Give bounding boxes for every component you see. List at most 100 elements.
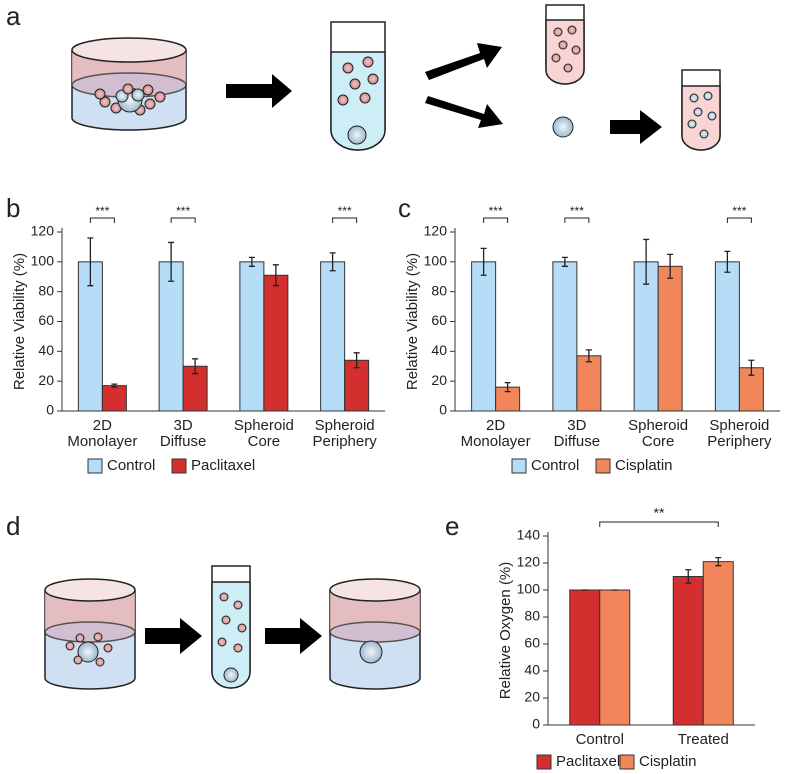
error-bar [667, 253, 674, 279]
significance-label: *** [176, 204, 190, 218]
x-tick-label: Monolayer [461, 433, 531, 450]
bar [672, 576, 704, 726]
significance-bracket [483, 217, 509, 223]
error-bar [248, 256, 255, 267]
y-tick-label: 60 [431, 312, 447, 328]
y-tick-label: 20 [431, 372, 447, 388]
y-tick-label: 0 [532, 716, 540, 732]
error-bar [685, 569, 692, 584]
y-tick-label: 60 [524, 635, 540, 651]
y-tick-label: 40 [38, 342, 54, 358]
bar [320, 261, 346, 412]
significance-label: *** [570, 204, 584, 218]
y-tick-label: 40 [524, 662, 540, 678]
bar [576, 355, 602, 412]
error-bar [329, 252, 336, 272]
error-bar [504, 382, 511, 393]
x-tick-label: Core [248, 433, 281, 450]
error-bar [192, 358, 199, 375]
error-bar [561, 256, 568, 267]
significance-label: *** [732, 204, 746, 218]
legend-label: Control [107, 457, 155, 474]
x-tick-label: Diffuse [554, 433, 600, 450]
bar [552, 261, 578, 412]
error-bar [643, 238, 650, 285]
bar [714, 261, 740, 412]
x-tick-label: Treated [678, 731, 729, 748]
x-tick-label: 2D [486, 417, 505, 434]
panel-label: a [6, 1, 21, 31]
significance-label: *** [95, 204, 109, 218]
x-tick-label: 3D [174, 417, 193, 434]
legend-label: Cisplatin [639, 753, 697, 770]
legend-swatch [171, 458, 187, 474]
y-tick-label: 120 [31, 223, 55, 239]
y-tick-label: 100 [31, 253, 55, 269]
significance-label: *** [489, 204, 503, 218]
y-tick-label: 0 [46, 402, 54, 418]
error-bar [168, 241, 175, 282]
x-tick-label: Control [576, 731, 624, 748]
bar [158, 261, 184, 412]
x-tick-label: Core [642, 433, 675, 450]
legend-swatch [511, 458, 527, 474]
panel-label: d [6, 511, 20, 541]
bar [239, 261, 265, 412]
significance-label: ** [654, 505, 665, 521]
diagram-d [44, 565, 421, 690]
significance-bracket [170, 217, 196, 223]
panel-label: e [445, 511, 459, 541]
legend-swatch [87, 458, 103, 474]
error-bar [748, 359, 755, 376]
x-tick-label: Monolayer [67, 433, 137, 450]
legend-label: Paclitaxel [191, 457, 255, 474]
legend-swatch [595, 458, 611, 474]
y-tick-label: 0 [439, 402, 447, 418]
error-bar [715, 556, 722, 567]
bar [569, 589, 601, 726]
bar [657, 265, 683, 412]
y-axis-label: Relative Viability (%) [11, 253, 28, 390]
x-tick-label: Spheroid [234, 417, 294, 434]
bar [702, 561, 734, 726]
y-tick-label: 80 [38, 282, 54, 298]
x-tick-label: Periphery [707, 433, 772, 450]
bar [599, 589, 631, 726]
bar [77, 261, 103, 412]
y-axis-label: Relative Oxygen (%) [497, 562, 514, 700]
y-tick-label: 120 [517, 554, 541, 570]
y-tick-label: 20 [38, 372, 54, 388]
x-tick-label: Spheroid [709, 417, 769, 434]
error-bar [724, 250, 731, 273]
y-tick-label: 80 [431, 282, 447, 298]
legend-label: Paclitaxel [556, 753, 620, 770]
x-tick-label: Spheroid [315, 417, 375, 434]
y-tick-label: 60 [38, 312, 54, 328]
x-tick-label: 2D [93, 417, 112, 434]
y-tick-label: 40 [431, 342, 447, 358]
bar [101, 385, 127, 412]
significance-label: *** [338, 204, 352, 218]
y-tick-label: 120 [424, 223, 448, 239]
significance-bracket [332, 217, 358, 223]
bar [263, 274, 289, 412]
error-bar [111, 383, 118, 388]
bar [344, 359, 370, 412]
error-bar [480, 247, 487, 276]
legend-swatch [619, 754, 635, 770]
panel-label: c [398, 193, 411, 223]
x-tick-label: Spheroid [628, 417, 688, 434]
legend-swatch [536, 754, 552, 770]
significance-bracket [89, 217, 115, 223]
y-tick-label: 80 [524, 608, 540, 624]
error-bar [585, 349, 592, 363]
y-axis-label: Relative Viability (%) [404, 253, 421, 390]
error-bar [353, 352, 360, 369]
significance-bracket [564, 217, 590, 223]
x-tick-label: 3D [567, 417, 586, 434]
y-tick-label: 100 [517, 581, 541, 597]
error-bar [87, 237, 94, 287]
significance-bracket [726, 217, 752, 223]
panel-label: b [6, 193, 20, 223]
